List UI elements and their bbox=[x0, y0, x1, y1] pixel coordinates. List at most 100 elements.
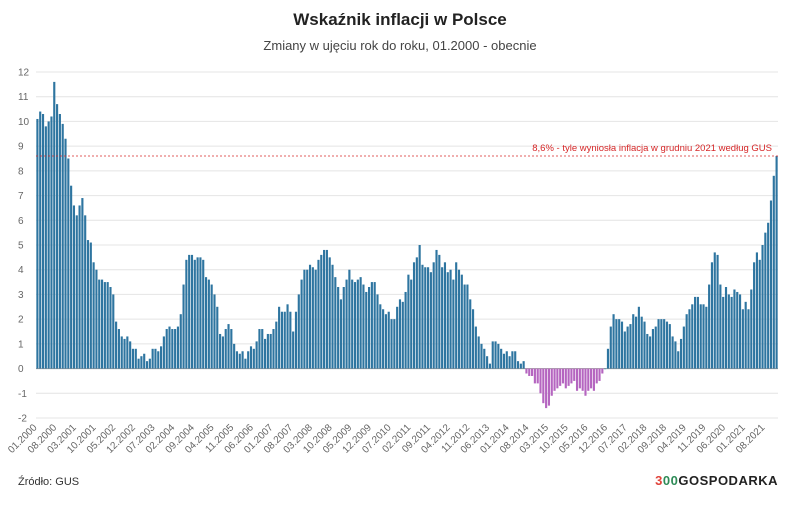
bar bbox=[764, 232, 767, 369]
bar bbox=[311, 267, 314, 369]
bar bbox=[56, 104, 59, 369]
bar bbox=[665, 321, 669, 369]
bar bbox=[727, 294, 730, 369]
bar bbox=[418, 245, 421, 369]
bar bbox=[660, 319, 663, 369]
bar bbox=[755, 252, 758, 369]
bar bbox=[629, 324, 632, 369]
bar bbox=[736, 291, 739, 369]
bar bbox=[224, 329, 227, 369]
bar bbox=[685, 314, 688, 369]
bar bbox=[424, 267, 427, 369]
bar bbox=[415, 257, 418, 369]
y-tick-label: 12 bbox=[18, 68, 30, 79]
bar bbox=[258, 329, 261, 369]
bar bbox=[168, 326, 171, 369]
bar bbox=[370, 282, 373, 369]
bar bbox=[162, 336, 165, 369]
bar bbox=[339, 299, 343, 369]
bar bbox=[95, 269, 98, 369]
bar bbox=[643, 321, 646, 369]
bar bbox=[390, 319, 393, 369]
bar bbox=[50, 116, 53, 369]
bar bbox=[637, 306, 640, 369]
brand-logo[interactable]: 300GOSPODARKA bbox=[655, 473, 778, 488]
bar bbox=[306, 269, 309, 369]
bar bbox=[297, 294, 300, 369]
bar bbox=[92, 262, 95, 369]
bar bbox=[190, 254, 194, 369]
chart-subtitle: Zmiany w ujęciu rok do roku, 01.2000 - o… bbox=[263, 38, 537, 53]
bar bbox=[247, 351, 250, 369]
bar bbox=[266, 333, 269, 369]
bar bbox=[531, 368, 534, 376]
source-note: Źródło: GUS bbox=[18, 476, 80, 488]
bar bbox=[244, 358, 247, 369]
bar bbox=[663, 319, 666, 369]
bar bbox=[317, 259, 320, 369]
bar bbox=[710, 262, 714, 369]
bar bbox=[227, 324, 230, 369]
bar bbox=[719, 284, 722, 369]
bar bbox=[758, 259, 761, 369]
bar bbox=[165, 329, 168, 369]
bar bbox=[334, 277, 337, 369]
bar bbox=[615, 319, 618, 369]
bar bbox=[280, 311, 283, 369]
bar bbox=[252, 348, 255, 369]
bar bbox=[741, 309, 744, 369]
bar bbox=[427, 267, 430, 369]
bar bbox=[649, 336, 652, 369]
bar bbox=[533, 368, 536, 384]
bar bbox=[668, 324, 671, 369]
bar bbox=[272, 329, 275, 369]
bar bbox=[123, 338, 126, 369]
bar bbox=[775, 156, 778, 369]
bar bbox=[174, 329, 177, 369]
chart-title: Wskaźnik inflacji w Polsce bbox=[293, 10, 507, 29]
grid-lines bbox=[36, 71, 778, 419]
bar bbox=[528, 368, 531, 376]
bar bbox=[584, 368, 587, 396]
bar-series bbox=[36, 81, 778, 409]
bar bbox=[342, 287, 345, 369]
bar bbox=[221, 336, 224, 369]
bar bbox=[286, 304, 289, 369]
bar bbox=[651, 329, 654, 369]
bar bbox=[604, 368, 607, 370]
bar bbox=[120, 336, 123, 369]
bar bbox=[654, 326, 657, 369]
bar bbox=[199, 257, 202, 369]
y-tick-label: 5 bbox=[18, 241, 24, 252]
bar bbox=[682, 326, 685, 369]
bar bbox=[609, 326, 612, 369]
bar bbox=[154, 348, 157, 369]
bar bbox=[474, 326, 477, 369]
bar bbox=[300, 279, 303, 369]
bar bbox=[407, 274, 410, 369]
bar bbox=[213, 294, 216, 369]
bar bbox=[207, 279, 210, 369]
bar bbox=[289, 311, 292, 369]
bar bbox=[753, 262, 756, 369]
bar bbox=[179, 314, 182, 369]
bar bbox=[542, 368, 545, 404]
bar bbox=[331, 264, 334, 369]
bar bbox=[387, 311, 390, 369]
bar bbox=[219, 333, 222, 369]
bar bbox=[157, 351, 160, 369]
bar bbox=[708, 284, 711, 369]
bar bbox=[505, 351, 508, 369]
bar bbox=[323, 249, 326, 369]
bar bbox=[196, 257, 199, 369]
bar bbox=[117, 329, 120, 369]
bar bbox=[699, 304, 702, 369]
bar bbox=[516, 361, 520, 369]
bar bbox=[598, 368, 601, 381]
bar bbox=[320, 254, 323, 369]
bar bbox=[210, 284, 213, 369]
bar bbox=[429, 272, 432, 369]
bar bbox=[635, 316, 638, 369]
bar bbox=[449, 269, 452, 369]
bar bbox=[106, 282, 109, 369]
